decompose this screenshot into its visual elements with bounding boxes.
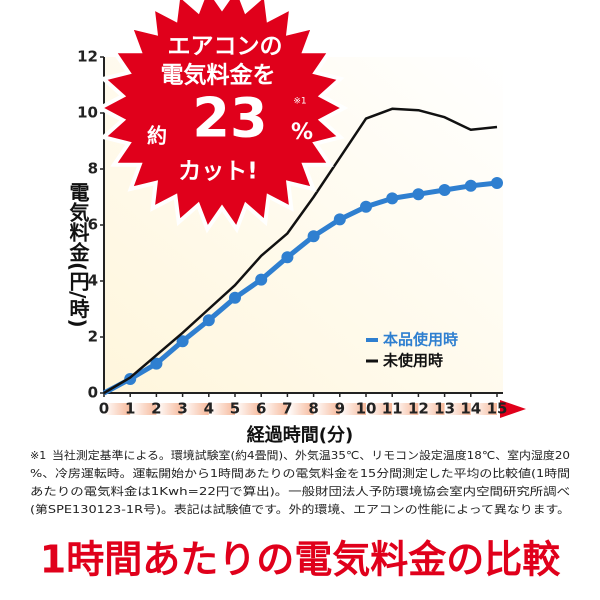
legend-label: 本品使用時 — [383, 331, 458, 349]
x-tick-label: 3 — [177, 400, 187, 418]
x-tick-label: 13 — [434, 400, 455, 418]
callout-unit: % — [291, 120, 313, 145]
footnote-mark: ※1 — [30, 449, 46, 462]
data-point — [202, 314, 215, 327]
footnote-line: 当社測定基準による。環境試験室(約4畳間)、外気温35℃、リモコン設定温度18℃… — [52, 448, 570, 462]
x-tick-label: 14 — [460, 400, 481, 418]
legend-label: 未使用時 — [382, 352, 443, 370]
data-point — [386, 192, 399, 205]
x-tick-label: 1 — [125, 400, 135, 418]
data-point — [333, 213, 346, 226]
callout-line2: 電気料金を — [161, 62, 276, 89]
x-tick-label: 2 — [151, 400, 161, 418]
y-tick-label: 6 — [88, 216, 98, 234]
data-point — [176, 335, 189, 348]
callout-burst — [95, 0, 349, 234]
x-tick-label: 0 — [99, 400, 109, 418]
x-band — [366, 403, 393, 415]
x-band — [444, 403, 471, 415]
x-band — [182, 403, 209, 415]
series-line — [102, 180, 498, 396]
x-band — [392, 403, 419, 415]
x-tick-label: 15 — [487, 400, 508, 418]
x-band — [471, 403, 497, 415]
x-band — [261, 403, 288, 415]
data-point — [360, 200, 372, 213]
data-point — [281, 251, 294, 264]
chart-title: 1時間あたりの電気料金の比較 — [40, 538, 561, 582]
x-band — [235, 403, 262, 415]
x-band — [340, 403, 366, 415]
y-axis-label: 電気料金(円/時) — [66, 182, 90, 328]
y-tick-label: 0 — [88, 384, 98, 402]
callout-number: 23 — [192, 87, 267, 150]
x-band — [313, 403, 340, 415]
y-tick-label: 8 — [88, 160, 98, 178]
data-point — [255, 273, 268, 286]
y-tick-label: 10 — [77, 104, 98, 122]
x-tick-label: 10 — [356, 400, 377, 418]
x-band — [209, 403, 235, 415]
axis-arrow — [500, 400, 526, 418]
data-point — [464, 179, 477, 192]
x-tick-label: 6 — [256, 400, 266, 418]
callout-note: ※1 — [293, 97, 306, 107]
y-tick-label: 2 — [88, 328, 98, 346]
y-tick-label: 12 — [77, 48, 98, 66]
x-band — [104, 403, 131, 415]
data-point — [491, 177, 503, 189]
x-tick-label: 5 — [230, 400, 240, 418]
data-point — [438, 184, 451, 196]
data-point — [150, 357, 163, 370]
x-tick-label: 12 — [408, 400, 429, 418]
series-line — [103, 107, 498, 395]
data-point — [307, 230, 320, 243]
x-band — [156, 403, 183, 415]
footnote-line: (第SPE130123-1R号)。表記は試験値です。外的環境、エアコンの性能によ… — [30, 502, 570, 516]
footnote-line: %、冷房運転時。運転開始から1時間あたりの電気料金を15分間測定した平均の比較値… — [30, 466, 570, 480]
x-band — [287, 403, 314, 415]
x-band — [130, 403, 157, 415]
data-point — [412, 188, 425, 201]
callout-line1: エアコンの — [168, 34, 283, 60]
x-tick-label: 8 — [308, 400, 318, 418]
y-tick-label: 4 — [88, 272, 98, 290]
x-axis-label: 経過時間(分) — [247, 424, 353, 446]
x-tick-label: 11 — [382, 400, 403, 418]
x-tick-label: 7 — [282, 400, 292, 418]
footnote-line: あたりの電気料金は1Kwh=22円で算出)。一般財団法人予防環境協会室内空間研究… — [30, 484, 570, 498]
callout-prefix: 約 — [147, 124, 167, 148]
x-tick-label: 4 — [204, 400, 214, 418]
x-tick-label: 9 — [335, 400, 345, 418]
callout-line3: カット! — [178, 159, 258, 185]
x-band — [418, 403, 445, 415]
data-point — [229, 291, 241, 304]
